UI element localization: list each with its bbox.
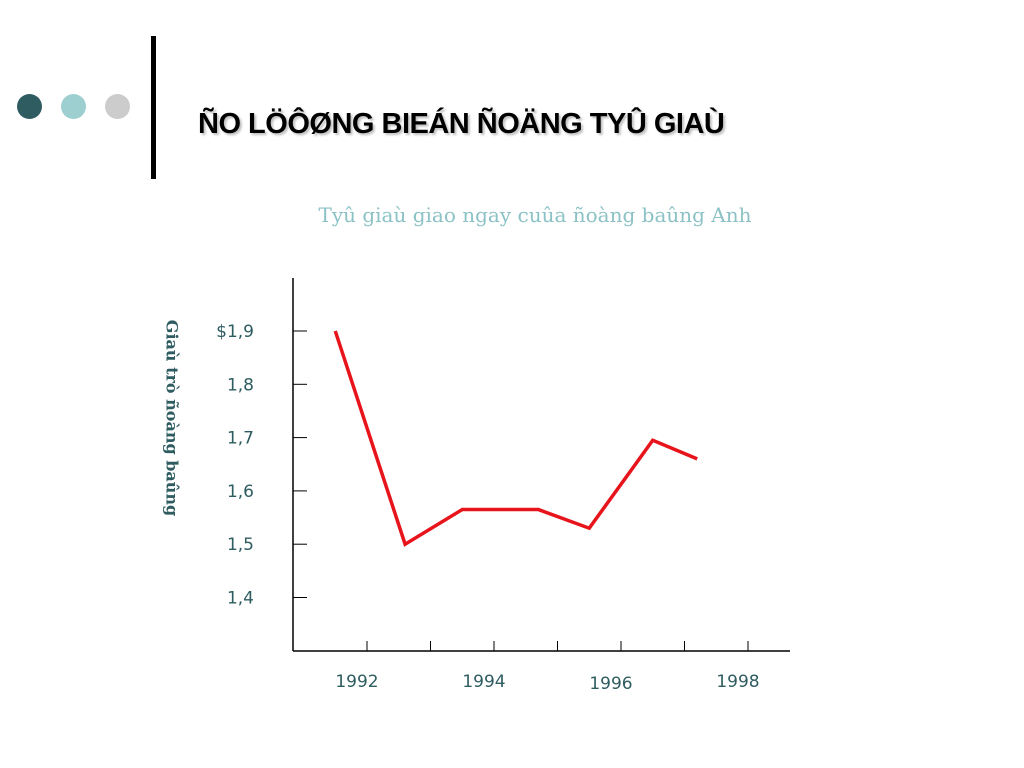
x-tick-label: 1998 bbox=[716, 672, 759, 692]
chart-title: Tyû giaù giao ngay cuûa ñoàng baûng Anh bbox=[318, 203, 752, 227]
x-tick-label: 1992 bbox=[335, 672, 378, 692]
x-tick-label: 1994 bbox=[462, 672, 505, 692]
x-tick-label: 1996 bbox=[589, 674, 632, 694]
y-tick-label: 1,5 bbox=[227, 535, 254, 555]
y-tick-label: $1,9 bbox=[216, 322, 254, 342]
decorative-dot-dark bbox=[17, 94, 42, 119]
title-divider bbox=[151, 36, 156, 179]
y-tick-label: 1,7 bbox=[227, 429, 254, 449]
y-tick-label: 1,8 bbox=[227, 375, 254, 395]
series-line bbox=[333, 330, 698, 547]
decorative-dot-light bbox=[61, 94, 86, 119]
decorative-dot-gray bbox=[105, 94, 130, 119]
slide-title: ÑO LÖÔØNG BIEÁN ÑOÄNG TYÛ GIAÙ bbox=[198, 108, 725, 140]
y-tick-label: 1,6 bbox=[227, 482, 254, 502]
y-tick-label: 1,4 bbox=[227, 589, 254, 609]
